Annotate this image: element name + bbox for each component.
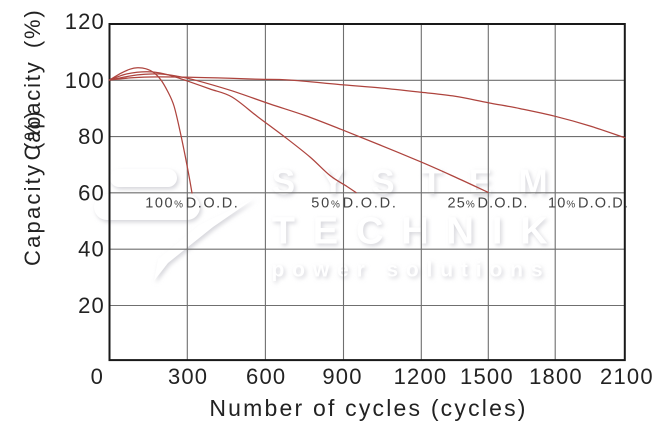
svg-text:2100: 2100 <box>600 364 654 389</box>
svg-text:120: 120 <box>65 9 105 34</box>
svg-text:1500: 1500 <box>460 364 514 389</box>
svg-text:40: 40 <box>78 237 105 262</box>
svg-text:20: 20 <box>78 293 105 318</box>
svg-text:Number of cycles (cycles): Number of cycles (cycles) <box>209 395 527 421</box>
svg-text:60: 60 <box>78 180 105 205</box>
svg-text:300: 300 <box>168 364 208 389</box>
svg-text:900: 900 <box>322 364 362 389</box>
svg-text:1200: 1200 <box>394 364 448 389</box>
svg-text:80: 80 <box>78 124 105 149</box>
svg-text:Capacity (%): Capacity (%) <box>20 8 45 160</box>
svg-text:50% D.O.D.: 50% D.O.D. <box>311 196 398 212</box>
svg-text:25% D.O.D.: 25% D.O.D. <box>448 196 529 212</box>
svg-text:100: 100 <box>65 68 105 93</box>
svg-text:Capacity (%): Capacity (%) <box>20 109 45 266</box>
svg-text:10% D.O.D.: 10% D.O.D. <box>548 196 629 212</box>
svg-text:600: 600 <box>246 364 286 389</box>
svg-text:100% D.O.D.: 100% D.O.D. <box>145 196 239 212</box>
svg-text:0: 0 <box>91 364 104 389</box>
svg-text:1800: 1800 <box>529 364 583 389</box>
